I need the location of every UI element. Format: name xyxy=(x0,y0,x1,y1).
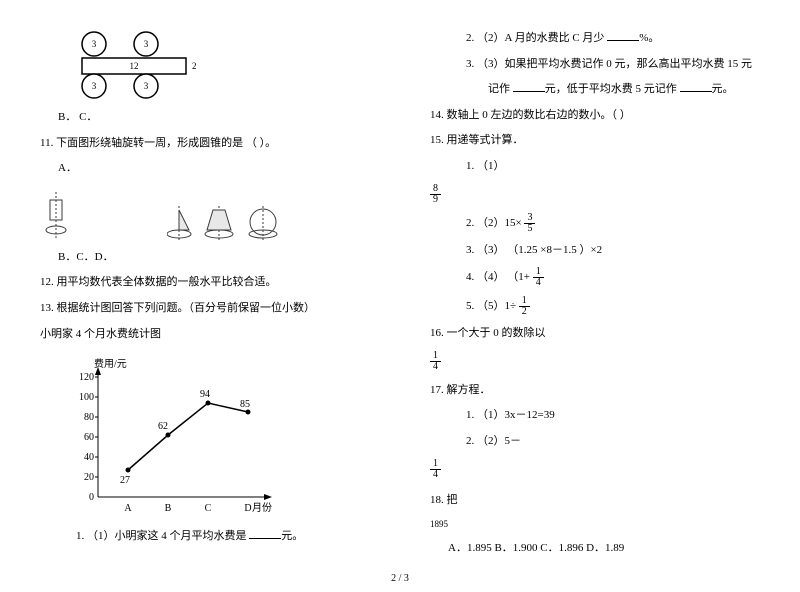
figure-cone-option xyxy=(44,190,84,242)
q13-1-suf: 元。 xyxy=(281,530,303,542)
svg-text:费用/元: 费用/元 xyxy=(94,357,127,370)
q15-1: 1. （1） xyxy=(430,158,760,176)
svg-text:94: 94 xyxy=(200,389,210,400)
q13-a: 13. 根据统计图回答下列问题。（百分号前保留一位小数） xyxy=(40,300,370,318)
blank xyxy=(513,81,545,92)
svg-text:27: 27 xyxy=(120,475,130,486)
opt-bc: B． C． xyxy=(40,109,370,127)
svg-text:2: 2 xyxy=(192,61,197,71)
svg-text:40: 40 xyxy=(84,452,94,463)
svg-text:D: D xyxy=(244,503,251,514)
q12: 12. 用平均数代表全体数据的一般水平比较合适。 xyxy=(40,274,370,292)
svg-text:A: A xyxy=(124,503,132,514)
svg-text:62: 62 xyxy=(158,421,168,432)
opt-bcd: B．C．D． xyxy=(40,249,370,267)
q17-2: 2. （2）5－ xyxy=(430,433,760,451)
q18-opts: A．1.895 B．1.900 C．1.896 D．1.89 xyxy=(430,540,760,558)
svg-text:B: B xyxy=(165,503,172,514)
q13-2-suf: %。 xyxy=(639,32,659,44)
blank xyxy=(249,528,281,539)
svg-text:月份: 月份 xyxy=(252,502,272,514)
q13-sub2: 2. （2）A 月的水费比 C 月少 %。 xyxy=(430,30,760,48)
figure-shapes-row xyxy=(167,204,297,242)
right-column: 2. （2）A 月的水费比 C 月少 %。 3. （3）如果把平均水费记作 0 … xyxy=(430,30,760,565)
q13-sub3b: 记作 元，低于平均水费 5 元记作 元。 xyxy=(430,81,760,99)
frac-8-9: 89 xyxy=(430,184,760,205)
q17: 17. 解方程． xyxy=(430,382,760,400)
svg-text:3: 3 xyxy=(92,81,97,91)
chart-water-fee: 费用/元 月份 0 20 40 60 80 100 120 xyxy=(62,357,282,517)
q11: 11. 下面图形绕轴旋转一周，形成圆锥的是 （ ）。 xyxy=(40,135,370,153)
q15-5: 5. （5）1÷ 12 xyxy=(430,296,760,317)
q13-sub1: 1. （1）小明家这 4 个月平均水费是 元。 xyxy=(40,528,370,546)
page-footer: 2 / 3 xyxy=(0,573,800,584)
svg-text:100: 100 xyxy=(79,392,94,403)
svg-text:80: 80 xyxy=(84,412,94,423)
q15: 15. 用递等式计算． xyxy=(430,132,760,150)
svg-text:3: 3 xyxy=(144,39,149,49)
svg-text:60: 60 xyxy=(84,432,94,443)
opt-a: A． xyxy=(40,160,370,178)
q15-4: 4. （4） （1+ 14 xyxy=(430,267,760,288)
left-column: 3 3 12 2 3 3 B． C． 11. 下面图形绕轴旋转一周，形成圆锥的是… xyxy=(40,30,370,565)
blank xyxy=(607,30,639,41)
svg-text:3: 3 xyxy=(92,39,97,49)
q13-2-pre: 2. （2）A 月的水费比 C 月少 xyxy=(466,32,607,44)
q15-3: 3. （3） （1.25 ×8－1.5 ）×2 xyxy=(430,242,760,260)
frac-1-4-b: 14 xyxy=(430,459,760,480)
q15-2: 2. （2）15× 35 xyxy=(430,213,760,234)
svg-text:C: C xyxy=(205,503,212,514)
svg-text:0: 0 xyxy=(89,492,94,503)
svg-text:20: 20 xyxy=(84,472,94,483)
figure-rect-circles: 3 3 12 2 3 3 xyxy=(68,30,218,100)
q13-sub3a: 3. （3）如果把平均水费记作 0 元，那么高出平均水费 15 元 xyxy=(430,56,760,74)
q17-1: 1. （1）3x－12=39 xyxy=(430,407,760,425)
svg-text:85: 85 xyxy=(240,399,250,410)
q14: 14. 数轴上 0 左边的数比右边的数小。（ ） xyxy=(430,107,760,125)
svg-text:3: 3 xyxy=(144,81,149,91)
q18-num: 1895 xyxy=(430,517,760,531)
q16: 16. 一个大于 0 的数除以 xyxy=(430,325,760,343)
q18: 18. 把 xyxy=(430,492,760,510)
q13-b: 小明家 4 个月水费统计图 xyxy=(40,326,370,344)
svg-text:120: 120 xyxy=(79,372,94,383)
q13-1-pre: 1. （1）小明家这 4 个月平均水费是 xyxy=(76,530,249,542)
blank xyxy=(680,81,712,92)
frac-1-4-a: 14 xyxy=(430,351,760,372)
svg-text:12: 12 xyxy=(130,61,139,71)
